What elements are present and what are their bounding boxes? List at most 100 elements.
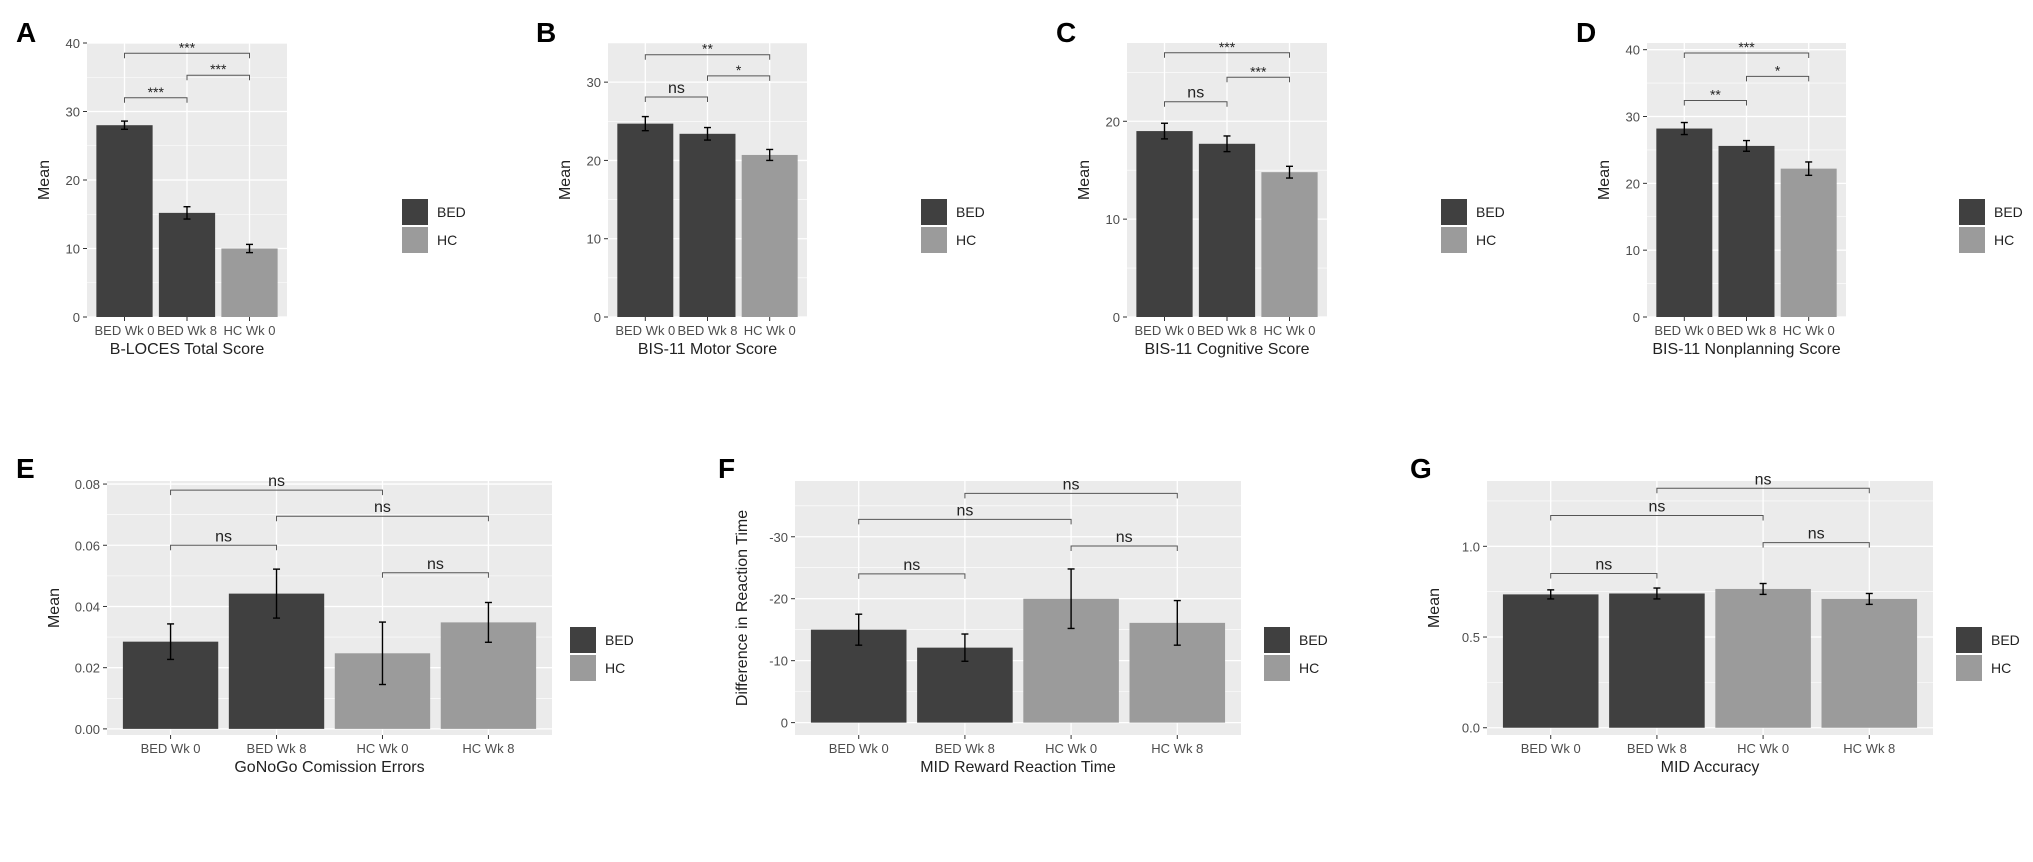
y-tick-label: 0.5 xyxy=(1462,630,1480,645)
significance-label: *** xyxy=(179,39,196,55)
y-tick-label: 10 xyxy=(1626,243,1640,258)
legend-label-hc: HC xyxy=(605,660,625,676)
legend-swatch-hc xyxy=(921,227,947,253)
y-tick-label: 30 xyxy=(1626,110,1640,125)
x-axis-title: B-LOCES Total Score xyxy=(110,341,265,358)
y-tick-label: 20 xyxy=(587,153,601,168)
y-axis-title: Mean xyxy=(557,160,574,200)
significance-bracket xyxy=(276,515,489,522)
significance-label: ns xyxy=(668,80,685,97)
x-tick-label: BED Wk 8 xyxy=(247,741,307,756)
panel-letter: C xyxy=(1056,17,1076,48)
y-axis-title: Difference in Reaction Time xyxy=(734,510,751,706)
y-tick-label: 0.00 xyxy=(75,722,100,737)
legend-label-bed: BED xyxy=(1299,632,1328,648)
legend-swatch-hc xyxy=(1441,227,1467,253)
bar-bed-wk-0 xyxy=(1502,594,1599,728)
legend-label-hc: HC xyxy=(1299,660,1319,676)
significance-label: ns xyxy=(1187,85,1204,102)
x-tick-label: BED Wk 8 xyxy=(935,741,995,756)
legend-swatch-hc xyxy=(1264,655,1290,681)
x-tick-label: BED Wk 0 xyxy=(829,741,889,756)
panel-letter: A xyxy=(16,17,36,48)
panel-letter: E xyxy=(16,453,35,484)
significance-label: *** xyxy=(1738,39,1755,55)
x-tick-label: BED Wk 0 xyxy=(1654,323,1714,338)
legend: BED HC xyxy=(1264,627,1328,681)
bar-bed-wk-0 xyxy=(96,125,153,317)
significance-bracket xyxy=(1656,487,1870,494)
y-axis-title: Mean xyxy=(1076,160,1093,200)
panel-c: C 0 10 20 BED Wk 0 BED Wk 8 HC Wk 0 *** ns *** BIS… xyxy=(1056,17,1505,358)
bar-hc-wk-0 xyxy=(1261,172,1318,317)
significance-label: ns xyxy=(268,473,285,490)
legend-label-bed: BED xyxy=(956,204,985,220)
bar-bed-wk-8 xyxy=(158,212,216,317)
y-tick-label: 20 xyxy=(1106,114,1120,129)
significance-label: *** xyxy=(1250,63,1267,79)
y-axis-title: Mean xyxy=(1596,160,1613,200)
y-tick-label: -10 xyxy=(769,654,788,669)
legend-label-hc: HC xyxy=(1476,232,1496,248)
y-tick-label: 40 xyxy=(66,36,80,51)
significance-bracket xyxy=(1746,75,1810,82)
panel-e: E 0.00 0.02 0.04 0.06 0.08 BED Wk 0 BED Wk 8 HC … xyxy=(16,453,634,776)
y-tick-label: 10 xyxy=(1106,212,1120,227)
x-tick-label: BED Wk 8 xyxy=(157,323,217,338)
significance-bracket xyxy=(1164,52,1290,58)
x-axis-title: BIS-11 Motor Score xyxy=(638,341,777,358)
bar-bed-wk-8 xyxy=(679,133,736,317)
legend: BED HC xyxy=(1441,199,1505,253)
y-tick-label: 0.04 xyxy=(75,599,100,614)
y-tick-label: 10 xyxy=(66,242,80,257)
significance-label: ns xyxy=(1116,529,1133,546)
legend-swatch-hc xyxy=(1959,227,1985,253)
y-tick-label: 0 xyxy=(594,310,601,325)
y-tick-label: 20 xyxy=(1626,176,1640,191)
y-tick-label: 20 xyxy=(66,173,80,188)
legend-swatch-bed xyxy=(1264,627,1290,653)
significance-bracket xyxy=(1070,545,1178,552)
significance-label: ** xyxy=(1710,86,1721,102)
y-tick-label: 0.08 xyxy=(75,477,100,492)
legend-swatch-bed xyxy=(921,199,947,225)
significance-label: *** xyxy=(1219,39,1236,55)
significance-bracket xyxy=(1762,542,1870,548)
significance-label: ns xyxy=(1595,557,1612,574)
significance-bracket xyxy=(381,572,489,578)
significance-bracket xyxy=(124,52,250,59)
legend-swatch-bed xyxy=(1441,199,1467,225)
bar-bed-wk-8 xyxy=(1609,593,1705,728)
x-tick-label: HC Wk 0 xyxy=(1045,741,1097,756)
legend-label-bed: BED xyxy=(1991,632,2020,648)
bar-hc-wk-0 xyxy=(1780,168,1837,317)
x-tick-label: HC Wk 8 xyxy=(1843,741,1895,756)
x-tick-label: BED Wk 8 xyxy=(1717,323,1777,338)
significance-bracket xyxy=(124,97,188,103)
legend-label-hc: HC xyxy=(1991,660,2011,676)
significance-label: ns xyxy=(1808,526,1825,543)
significance-bracket xyxy=(170,544,278,551)
y-axis-title: Mean xyxy=(1426,588,1443,628)
y-tick-label: 0.02 xyxy=(75,661,100,676)
legend: BED HC xyxy=(402,199,466,253)
significance-bracket xyxy=(1550,573,1658,579)
y-tick-label: 0.0 xyxy=(1462,721,1480,736)
panel-letter: G xyxy=(1410,453,1432,484)
significance-bracket xyxy=(1550,514,1764,521)
x-tick-label: HC Wk 8 xyxy=(462,741,514,756)
panel-b: B 0 10 20 30 BED Wk 0 BED Wk 8 HC Wk 0 ** ns * BIS-… xyxy=(536,17,985,358)
x-tick-label: BED Wk 0 xyxy=(1521,741,1581,756)
panel-letter: B xyxy=(536,17,556,48)
y-tick-label: 0 xyxy=(73,310,80,325)
legend-label-hc: HC xyxy=(956,232,976,248)
significance-bracket xyxy=(858,518,1072,525)
legend-swatch-bed xyxy=(402,199,428,225)
y-tick-label: 30 xyxy=(587,75,601,90)
significance-bracket xyxy=(1226,76,1290,83)
bar-bed-wk-0 xyxy=(1656,128,1713,317)
bar-hc-wk-0 xyxy=(1715,588,1811,728)
legend-label-hc: HC xyxy=(437,232,457,248)
significance-bracket xyxy=(170,489,383,496)
significance-label: ** xyxy=(702,41,713,57)
